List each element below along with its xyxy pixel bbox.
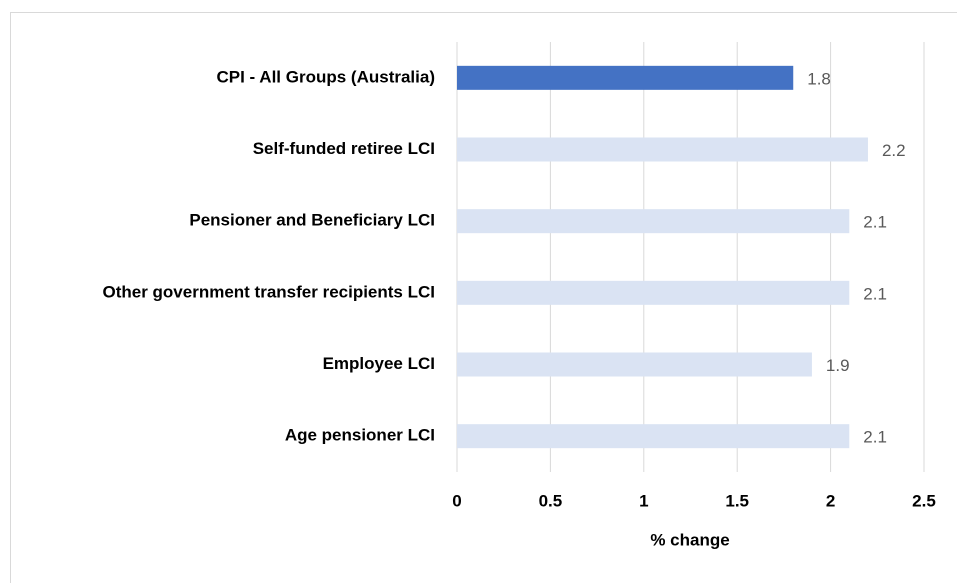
x-tick-label: 1: [639, 491, 648, 510]
y-tick-label: Age pensioner LCI: [285, 426, 435, 445]
bar: [457, 352, 812, 377]
x-tick-label: 0.5: [539, 491, 563, 510]
y-tick-label: Pensioner and Beneficiary LCI: [189, 211, 435, 230]
bar: [457, 209, 850, 234]
x-tick-label: 2: [826, 491, 835, 510]
value-label: 1.8: [807, 69, 831, 88]
value-label: 2.1: [863, 428, 887, 447]
x-tick-label: 0: [452, 491, 461, 510]
bar: [457, 65, 794, 90]
y-tick-label: CPI - All Groups (Australia): [216, 67, 435, 86]
value-label: 2.2: [882, 141, 906, 160]
x-tick-label: 2.5: [912, 491, 936, 510]
bar: [457, 280, 850, 305]
bar: [457, 424, 850, 449]
value-label: 1.9: [826, 356, 850, 375]
x-axis-label: % change: [650, 530, 729, 549]
value-label: 2.1: [863, 284, 887, 303]
y-tick-label: Employee LCI: [323, 354, 435, 373]
y-tick-label: Other government transfer recipients LCI: [102, 282, 435, 301]
y-tick-label: Self-funded retiree LCI: [253, 139, 435, 158]
value-label: 2.1: [863, 213, 887, 232]
bar: [457, 137, 868, 162]
x-tick-label: 1.5: [725, 491, 749, 510]
